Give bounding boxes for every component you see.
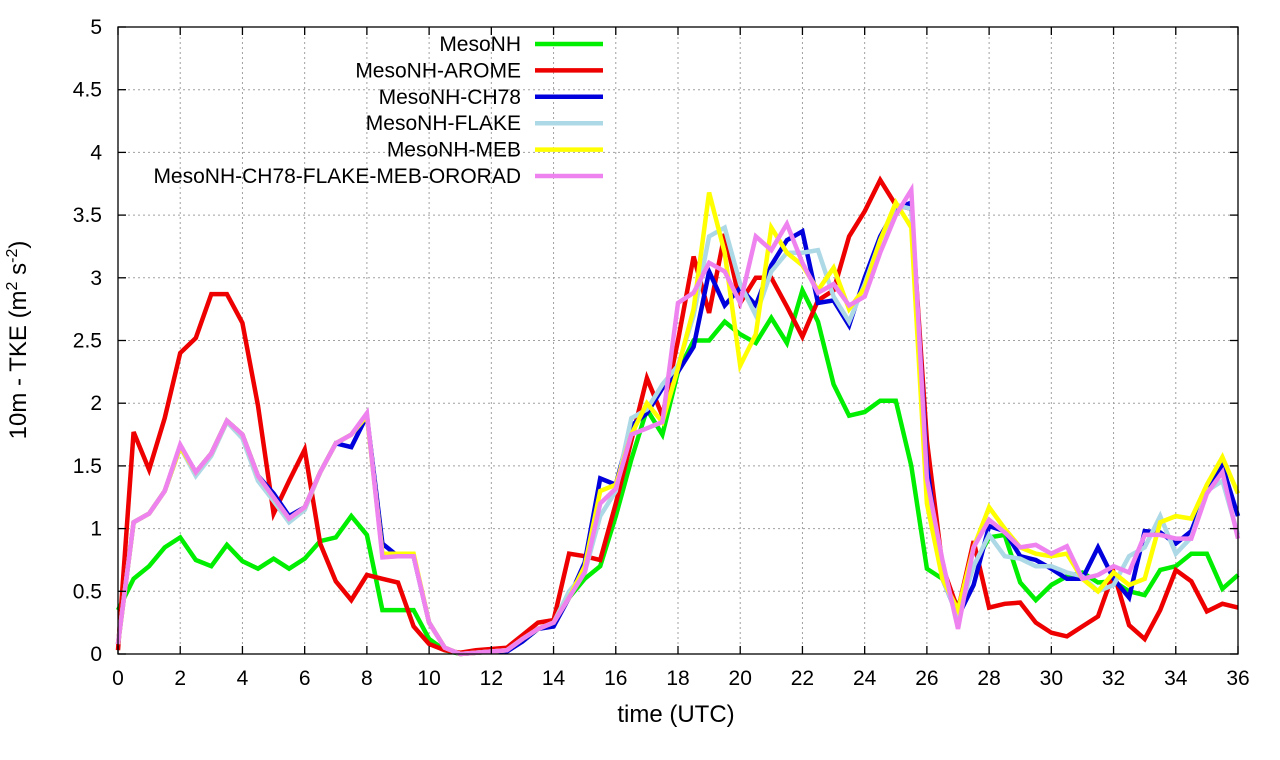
y-tick-label: 4 [90,141,102,164]
series-line-mesonh-arome [115,175,1239,655]
x-tick-label: 8 [361,667,373,690]
y-axis-title-main: 10m - TKE (m [5,290,32,439]
y-tick-label: 0.5 [73,580,102,603]
y-tick-label: 2.5 [73,330,102,353]
x-tick-label: 6 [299,667,311,690]
legend-label-mesonh-meb: MesoNH-MEB [387,139,521,162]
axis-ticks [117,26,1239,655]
x-tick-label: 18 [666,667,689,690]
x-tick-label: 20 [729,667,752,690]
y-tick-label: 1 [90,518,102,541]
x-tick-label: 12 [480,667,503,690]
x-tick-label: 22 [791,667,814,690]
x-tick-label: 26 [915,667,938,690]
y-axis-title-sup2: -2 [4,249,21,263]
x-tick-label: 16 [604,667,627,690]
y-axis-title-end: ) [5,241,32,249]
y-tick-label: 3.5 [73,204,102,227]
x-tick-label: 10 [417,667,440,690]
y-tick-label: 5 [90,16,102,39]
x-tick-label: 28 [977,667,1000,690]
y-tick-labels: 0 0.5 1 1.5 2 2.5 3 3.5 4 4.5 5 [73,16,103,666]
legend-label-mesonh-ch78-flake-meb-ororad: MesoNH-CH78-FLAKE-MEB-ORORAD [153,165,521,188]
x-tick-label: 36 [1226,667,1249,690]
x-tick-label: 14 [542,667,566,690]
x-tick-label: 34 [1164,667,1188,690]
legend-label-mesonh-flake: MesoNH-FLAKE [366,112,521,135]
x-tick-label: 24 [853,667,877,690]
x-tick-label: 0 [112,667,124,690]
y-tick-label: 3 [90,267,102,290]
y-axis-title-sup1: 2 [4,281,21,290]
y-tick-label: 0 [90,643,102,666]
y-axis-title-mid: s [5,263,32,282]
x-axis-title: time (UTC) [617,701,734,728]
x-tick-label: 30 [1040,667,1063,690]
legend-label-mesonh: MesoNH [439,33,521,56]
x-tick-label: 32 [1102,667,1125,690]
series-line-mesonh-ch78-flake-meb-ororad [115,182,1241,657]
series-lines [115,175,1241,657]
x-tick-label: 2 [174,667,186,690]
x-tick-label: 4 [237,667,249,690]
y-axis-title: 10m - TKE (m2 s-2) [4,241,32,440]
y-tick-label: 1.5 [73,455,102,478]
y-tick-label: 4.5 [73,79,102,102]
x-tick-labels: 0 2 4 6 8 10 12 14 16 18 20 22 24 26 28 30 32 34 36 [112,667,1250,690]
legend-label-mesonh-arome: MesoNH-AROME [355,59,521,82]
legend-label-mesonh-ch78: MesoNH-CH78 [379,86,521,109]
y-tick-label: 2 [90,392,102,415]
legend: MesoNH MesoNH-AROME MesoNH-CH78 MesoNH-FLAK… [153,33,603,188]
